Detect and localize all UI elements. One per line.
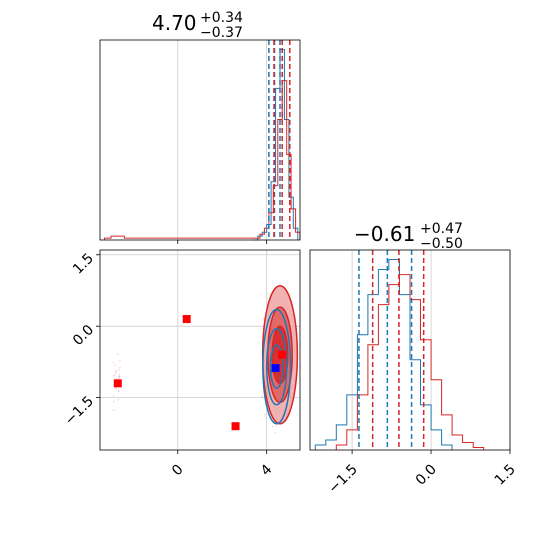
joint-scatter-point — [114, 370, 117, 372]
joint-scatter-point — [113, 374, 115, 377]
joint-scatter-point — [115, 387, 117, 389]
joint-scatter-point — [117, 399, 119, 401]
x2-hist-series-0 — [314, 259, 453, 450]
joint-panel: 0 4 −1.5 0.0 1.5 — [62, 249, 301, 480]
joint-scatter-point — [118, 376, 121, 379]
joint-scatter-point — [118, 373, 121, 376]
x1-title-minus: −0.37 — [200, 25, 243, 41]
joint-scatter-point — [112, 409, 115, 411]
x1-marginal-panel: 4.70 +0.34 −0.37 — [99, 10, 301, 244]
x1-title: 4.70 — [152, 11, 197, 35]
x2-xtick-label-0: −1.5 — [326, 462, 361, 497]
x2-title-minus: −0.50 — [420, 236, 463, 252]
joint-contour-1-2 — [262, 308, 292, 425]
joint-scatter-point — [261, 395, 264, 398]
joint-scatter-point — [113, 364, 116, 367]
x2-hist-series-1 — [335, 274, 485, 450]
joint-ytick-label-2: 1.5 — [70, 251, 97, 278]
x2-xtick-label-1: 0.0 — [413, 462, 440, 489]
x2-title-value: −0.61 — [354, 222, 415, 246]
joint-scatter-point — [119, 376, 121, 379]
x1-quantile-lines — [268, 40, 291, 240]
joint-red-marker-2 — [231, 422, 240, 431]
joint-contour-1-0 — [269, 344, 284, 389]
joint-scatter-point — [114, 372, 117, 375]
x1-hist-series-0 — [253, 49, 299, 241]
joint-blue-marker-0 — [271, 364, 280, 373]
joint-scatter-point — [118, 390, 120, 393]
joint-scatter-point — [114, 388, 117, 390]
joint-scatter-point — [112, 361, 115, 364]
x1-grid — [177, 40, 268, 240]
joint-contour-1-1 — [265, 327, 288, 406]
x1-frame — [99, 39, 301, 241]
joint-xtick-label-0: 0 — [169, 462, 187, 480]
joint-red-marker-1 — [113, 379, 122, 388]
x2-histograms — [314, 259, 485, 450]
joint-scatter-point — [119, 366, 121, 369]
x1-title-plus: +0.34 — [200, 10, 243, 26]
x2-ticks: −1.5 0.0 1.5 — [326, 450, 519, 497]
joint-scatter-point — [112, 395, 115, 397]
joint-markers — [113, 315, 287, 431]
joint-scatter-point — [115, 377, 117, 380]
joint-scatter-point — [113, 400, 115, 403]
joint-scatter-point — [272, 425, 274, 428]
x1-title-value: 4.70 — [152, 11, 197, 35]
joint-scatter-point — [264, 413, 266, 416]
joint-scatter-point — [274, 431, 277, 434]
joint-scatter-point — [118, 375, 120, 378]
x1-histograms — [103, 49, 301, 241]
x1-ticks — [177, 240, 268, 244]
x2-title: −0.61 — [354, 222, 415, 246]
joint-ticks: 0 4 −1.5 0.0 1.5 — [62, 251, 276, 480]
joint-scatter-point — [118, 369, 120, 372]
x1-hist-series-1 — [103, 80, 301, 240]
joint-xtick-label-1: 4 — [258, 461, 276, 479]
joint-scatter-point — [262, 319, 265, 321]
joint-scatter-point — [116, 371, 118, 373]
joint-scatter-point — [275, 425, 278, 427]
x2-marginal-panel: −1.5 0.0 1.5 −0.61 +0.47 −0.50 — [309, 221, 519, 497]
joint-scatter-point — [118, 375, 121, 378]
x2-xtick-label-2: 1.5 — [492, 462, 519, 489]
joint-ytick-label-0: −1.5 — [62, 393, 97, 428]
joint-frame — [99, 249, 301, 451]
x2-title-plus: +0.47 — [420, 221, 463, 237]
x2-frame — [309, 249, 511, 451]
joint-scatter-point — [116, 353, 119, 356]
joint-ytick-label-1: 0.0 — [70, 322, 97, 349]
joint-red-marker-3 — [278, 350, 287, 359]
joint-scatter-point — [119, 360, 121, 362]
joint-scatter-point — [117, 389, 120, 391]
x2-quantile-lines — [358, 250, 425, 450]
joint-scatter-point — [113, 375, 115, 377]
joint-red-marker-0 — [182, 315, 191, 324]
